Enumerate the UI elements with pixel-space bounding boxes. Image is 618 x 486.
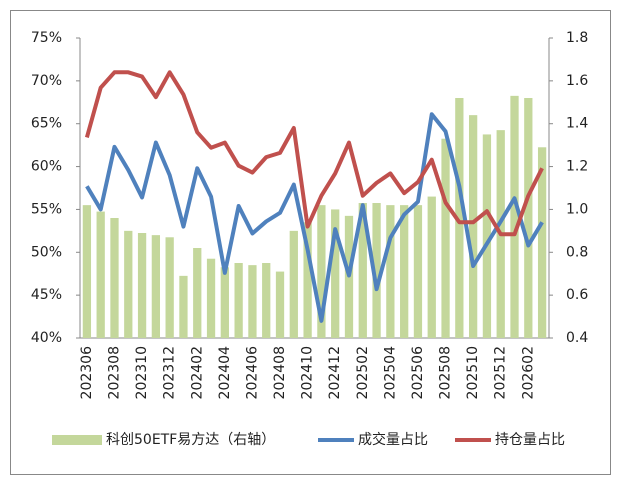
y-tick-label: 60% <box>31 159 62 175</box>
x-tick-label: 202412 <box>327 346 343 399</box>
x-tick-label: 202602 <box>520 346 536 399</box>
bar <box>206 258 216 338</box>
x-tick-label: 202310 <box>134 346 150 399</box>
x-tick-label: 202308 <box>106 346 122 399</box>
bar <box>455 98 464 338</box>
bar <box>220 267 229 338</box>
bar <box>400 205 409 338</box>
bar <box>82 205 92 338</box>
x-tick-label: 202402 <box>189 346 205 399</box>
bar <box>110 218 119 338</box>
bar <box>413 205 423 338</box>
bar <box>275 271 285 338</box>
y2-tick-label: 0.6 <box>566 287 588 303</box>
x-tick-label: 202508 <box>438 346 454 399</box>
x-tick-label: 202406 <box>244 346 260 400</box>
bar <box>179 275 188 338</box>
x-tick-label: 202504 <box>382 346 398 400</box>
line <box>85 112 544 323</box>
legend-swatch <box>52 435 102 445</box>
x-tick-label: 202404 <box>217 346 233 400</box>
y-tick-label: 70% <box>31 73 62 89</box>
bar <box>137 233 147 338</box>
bar <box>151 235 161 338</box>
y2-tick-label: 0.8 <box>566 244 588 260</box>
y-tick-label: 75% <box>31 30 62 46</box>
x-tick-label: 202410 <box>300 346 316 399</box>
y2-tick-label: 1.6 <box>566 73 588 89</box>
y2-tick-label: 0.4 <box>566 330 588 346</box>
bar <box>372 203 381 338</box>
bar <box>358 203 367 338</box>
x-tick-label: 202408 <box>272 346 288 399</box>
bar <box>303 222 312 338</box>
bar <box>234 263 243 338</box>
x-tick-label: 202510 <box>465 346 481 399</box>
y-tick-label: 50% <box>31 244 62 260</box>
line <box>84 70 544 237</box>
bar <box>482 134 492 338</box>
legend-label: 科创50ETF易方达（右轴） <box>106 432 275 448</box>
y-tick-label: 45% <box>31 287 62 303</box>
bar <box>537 147 547 338</box>
bar <box>193 248 202 338</box>
bar <box>468 115 478 339</box>
y-tick-label: 55% <box>31 201 62 217</box>
bar <box>165 237 174 338</box>
bar <box>96 211 105 338</box>
x-tick-label: 202506 <box>410 346 426 400</box>
bar <box>510 95 519 338</box>
y2-tick-label: 1.2 <box>566 159 588 175</box>
bar <box>386 205 395 338</box>
bar <box>124 230 133 338</box>
bar <box>248 265 257 338</box>
bar <box>427 196 436 338</box>
y2-tick-label: 1.4 <box>566 116 588 132</box>
bar <box>441 138 450 338</box>
x-tick-label: 202512 <box>493 346 509 399</box>
bar <box>289 230 298 338</box>
bar <box>262 263 271 338</box>
x-tick-label: 202502 <box>355 346 371 399</box>
legend-label: 持仓量占比 <box>495 432 565 448</box>
y2-tick-label: 1.0 <box>566 201 588 217</box>
x-tick-label: 202306 <box>79 346 95 400</box>
y-tick-label: 40% <box>31 330 62 346</box>
bar <box>331 209 340 338</box>
bar <box>317 205 326 338</box>
y-tick-label: 65% <box>31 116 62 132</box>
y2-tick-label: 1.8 <box>566 30 588 46</box>
x-tick-label: 202312 <box>162 346 178 399</box>
bar <box>524 98 533 338</box>
legend-label: 成交量占比 <box>358 431 428 448</box>
